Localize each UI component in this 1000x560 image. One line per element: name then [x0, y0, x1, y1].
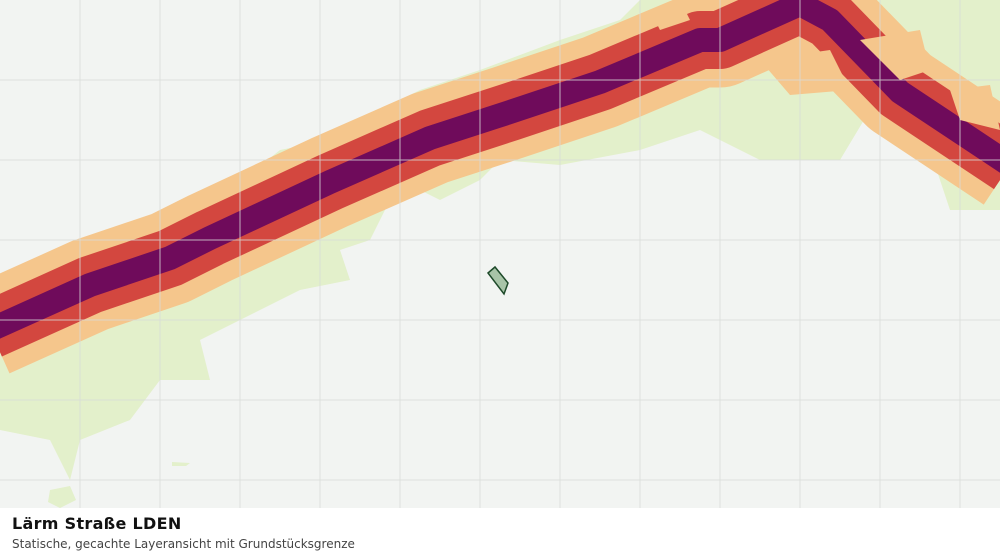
parcel-boundary — [486, 265, 509, 296]
layer-subtitle: Statische, gecachte Layeransicht mit Gru… — [12, 537, 355, 551]
map — [0, 0, 1000, 508]
layer-title: Lärm Straße LDEN — [12, 514, 182, 533]
grid — [0, 0, 1000, 508]
noise-zone-medium-patches — [650, 0, 1000, 130]
noise-bands — [0, 0, 1000, 374]
noise-zone-very-high — [0, 0, 1000, 339]
noise-zone-low — [0, 0, 1000, 508]
caption: Lärm Straße LDEN Statische, gecachte Lay… — [0, 508, 1000, 560]
